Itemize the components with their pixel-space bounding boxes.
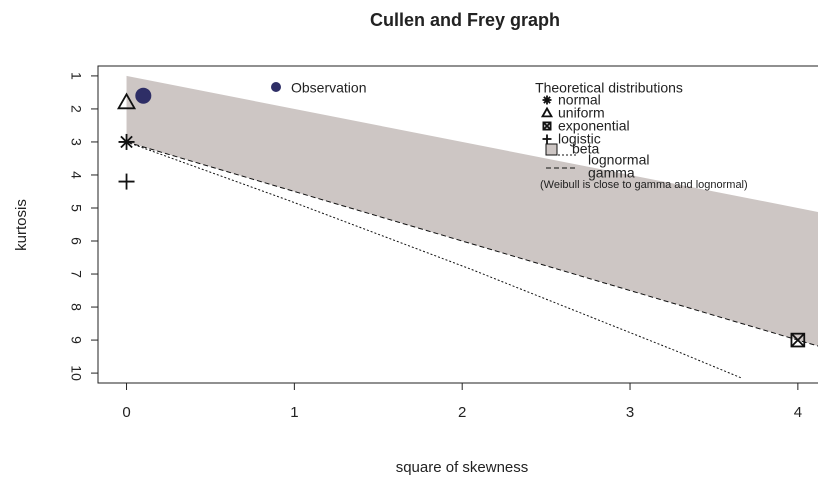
glyph-stroke: [116, 92, 137, 110]
legend-symbol: [542, 134, 552, 144]
chart-title: Cullen and Frey graph: [370, 10, 560, 30]
y-tick-label: 6: [68, 237, 84, 245]
glyph-stroke: [540, 106, 554, 118]
legend-symbol: [542, 121, 552, 131]
legend-symbol: [545, 143, 558, 156]
y-tick-label: 5: [68, 204, 84, 212]
legend-symbol: [540, 106, 554, 118]
y-tick-label: 9: [68, 336, 84, 344]
x-tick-label: 4: [794, 404, 802, 421]
legend-label: Observation: [291, 80, 366, 96]
legend-label: beta: [572, 141, 599, 157]
y-tick-label: 3: [68, 138, 84, 146]
x-tick-label: 2: [458, 404, 466, 421]
legend-title: Theoretical distributions: [535, 80, 683, 96]
normal-point: [118, 133, 135, 150]
exponential-point: [790, 332, 806, 348]
glyph-stroke: [542, 121, 552, 131]
observation-point: [135, 87, 152, 104]
beta-region: [126, 75, 818, 347]
y-tick-label: 4: [68, 171, 84, 179]
x-tick-label: 1: [290, 404, 298, 421]
legend-label: uniform: [558, 105, 605, 121]
legend-symbol: [271, 82, 281, 92]
legend-note: (Weibull is close to gamma and lognormal…: [540, 179, 748, 191]
x-axis-label: square of skewness: [396, 459, 529, 476]
plot-area: [116, 75, 818, 379]
glyph-stroke: [543, 96, 551, 104]
gamma-line: [126, 141, 818, 347]
glyph-stroke: [790, 333, 805, 348]
x-tick-label: 3: [626, 404, 634, 421]
y-tick-label: 7: [68, 270, 84, 278]
y-tick-label: 8: [68, 303, 84, 311]
y-tick-label: 1: [68, 72, 84, 80]
glyph-stroke: [790, 332, 806, 348]
legend-symbol: [542, 95, 552, 105]
legend-label: exponential: [558, 118, 630, 134]
legend-label: normal: [558, 92, 601, 108]
legend-label: logistic: [558, 131, 601, 147]
y-axis-label: kurtosis: [13, 199, 30, 251]
x-tick-label: 0: [122, 404, 130, 421]
plot-frame: [97, 65, 818, 384]
glyph-stroke: [120, 135, 133, 149]
y-tick-label: 10: [68, 365, 84, 381]
legend-label: lognormal: [588, 152, 649, 168]
legend-label: gamma: [588, 165, 635, 181]
y-tick-label: 2: [68, 105, 84, 113]
logistic-point: [118, 173, 135, 190]
uniform-point: [116, 92, 137, 110]
glyph-stroke: [542, 121, 552, 131]
